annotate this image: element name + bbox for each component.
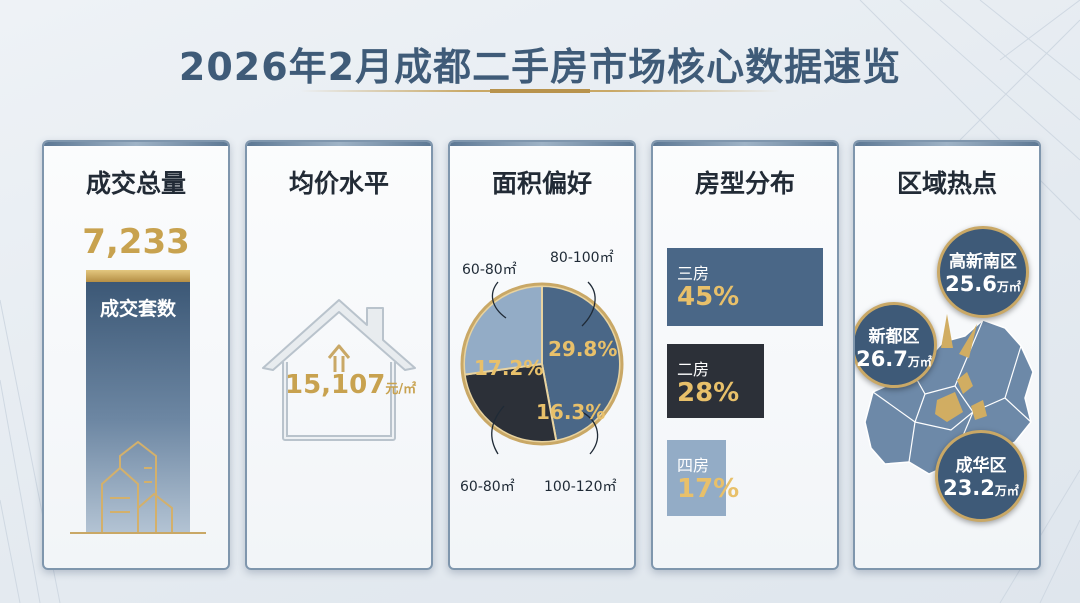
district-bubble-2: 成华区 23.2万㎡: [935, 430, 1027, 522]
pie-slice-0: [541, 284, 622, 442]
district-unit: 万㎡: [907, 355, 932, 369]
leader-100-120: [581, 411, 599, 455]
panel-district: 区域热点 高新南区 25.6万㎡ 新都区 26.7万㎡ 成华区 23.2万㎡: [853, 140, 1041, 570]
volume-label: 成交套数: [99, 298, 176, 320]
layout-bar-2: 四房 17%: [667, 440, 739, 516]
page-title: 2026年2月成都二手房市场核心数据速览: [178, 45, 902, 89]
district-unit: 万㎡: [994, 484, 1019, 498]
buildings-icon: [101, 440, 173, 534]
pie-label-80-100: 80-100㎡: [550, 250, 614, 266]
district-value: 25.6万㎡: [945, 272, 1021, 296]
layout-bar-value: 45%: [677, 282, 740, 312]
layout-bar-label: 二房: [677, 360, 710, 379]
panel-price: 均价水平 15,107元/㎡: [245, 140, 433, 570]
volume-bar-cap: [86, 270, 190, 282]
pie-value-60-80: 17.2%: [474, 356, 544, 380]
price-readout: 15,107元/㎡: [285, 370, 425, 400]
area-pie-chart: [460, 281, 624, 455]
layout-bar-0: 三房 45%: [667, 248, 823, 326]
title-underline: [300, 89, 780, 93]
house-icon: [262, 299, 416, 441]
layout-bar-label: 四房: [677, 456, 710, 475]
layout-bar-value: 17%: [677, 474, 740, 504]
leader-60-80-bottom: [491, 405, 505, 455]
leader-80-100: [581, 281, 596, 327]
district-unit: 万㎡: [996, 280, 1021, 294]
panel-title-layout: 房型分布: [694, 169, 795, 198]
pie-slice-1: [463, 362, 558, 443]
district-value: 23.2万㎡: [943, 476, 1019, 500]
layout-bar-value: 28%: [677, 378, 740, 408]
price-unit: 元/㎡: [385, 382, 417, 397]
district-name: 新都区: [868, 327, 920, 347]
price-value: 15,107: [285, 370, 386, 400]
volume-value: 7,233: [82, 222, 190, 262]
volume-baseline: [70, 532, 206, 534]
pie-label-60-80-bottom: 60-80㎡: [460, 479, 515, 495]
district-name: 高新南区: [949, 252, 1017, 272]
panel-title-area: 面积偏好: [491, 169, 592, 198]
layout-bar-1: 二房 28%: [667, 344, 764, 418]
district-bubble-1: 新都区 26.7万㎡: [855, 302, 937, 388]
leader-60-80-top: [491, 281, 507, 319]
panel-title-volume: 成交总量: [85, 169, 186, 198]
pie-label-100-120: 100-120㎡: [544, 479, 617, 495]
panel-title-district: 区域热点: [896, 169, 997, 198]
pie-label-60-80-top: 60-80㎡: [462, 262, 517, 278]
district-name: 成华区: [955, 456, 1007, 476]
district-bubble-0: 高新南区 25.6万㎡: [937, 226, 1029, 318]
panel-volume: 成交总量 7,233 成交套数: [42, 140, 230, 570]
pie-outline: [460, 282, 624, 446]
pie-slice-2: [463, 284, 543, 376]
pie-value-100-120: 16.3%: [536, 400, 606, 424]
panel-area: 面积偏好 60-80㎡ 80-100㎡ 60-80㎡ 100-120㎡ 29.8…: [448, 140, 636, 570]
panel-title-price: 均价水平: [288, 169, 389, 198]
panel-layout: 房型分布 三房 45% 二房 28% 四房 17%: [651, 140, 839, 570]
district-value: 26.7万㎡: [856, 347, 932, 371]
pie-value-80-100: 29.8%: [548, 337, 618, 361]
layout-bar-label: 三房: [677, 264, 710, 283]
